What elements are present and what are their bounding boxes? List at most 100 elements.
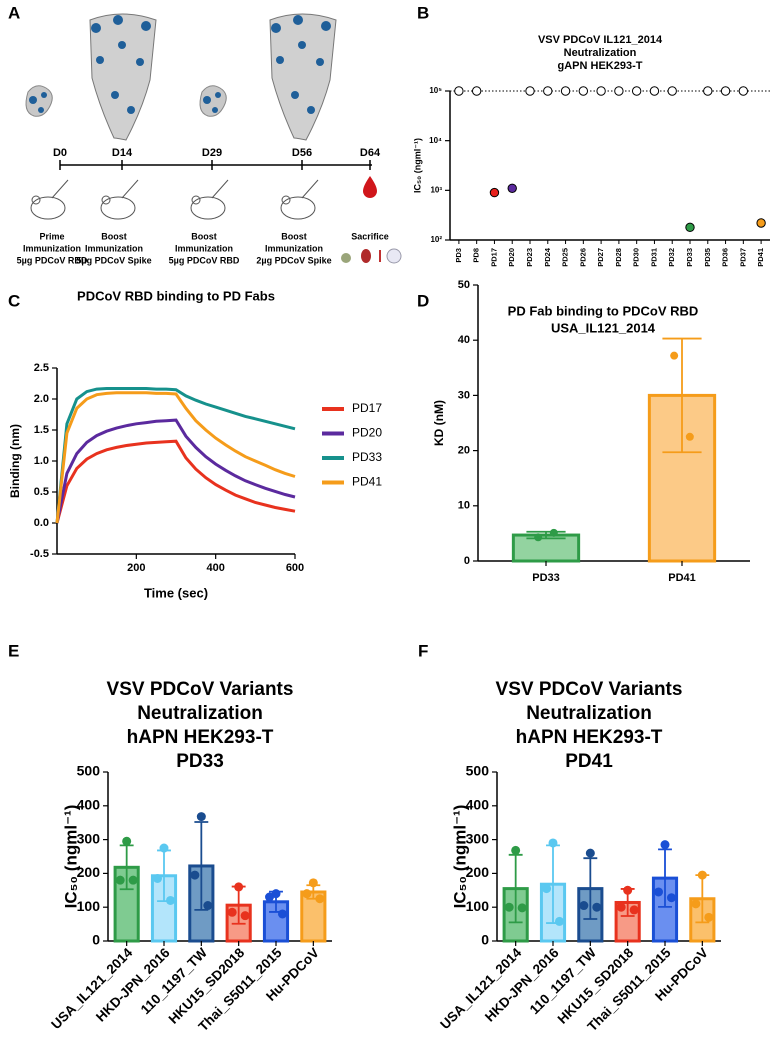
x-tick-label: PD30 xyxy=(632,248,641,267)
replicate-point xyxy=(153,873,163,883)
stage-label: Boost xyxy=(281,231,307,241)
legend-label: PD33 xyxy=(352,450,382,464)
x-tick-label: PD27 xyxy=(596,248,605,267)
x-tick-label: PD41 xyxy=(668,572,696,584)
y-tick-label: 500 xyxy=(77,763,101,779)
chart-title: USA_IL121_2014 xyxy=(551,320,656,335)
binding-curve xyxy=(55,439,296,524)
y-tick-label: 0.0 xyxy=(34,517,49,529)
data-point xyxy=(507,183,517,193)
y-tick-label: 0 xyxy=(481,932,489,948)
data-point xyxy=(614,86,624,96)
replicate-point xyxy=(196,812,206,822)
y-tick-label: 1.0 xyxy=(34,455,49,467)
replicate-point xyxy=(691,899,701,909)
chart-title: PD Fab binding to PDCoV RBD xyxy=(508,303,699,318)
binding-curve xyxy=(55,418,296,524)
chart-title: VSV PDCoV Variants xyxy=(496,679,683,700)
data-point xyxy=(489,187,500,198)
panel-letter: F xyxy=(418,641,428,660)
x-tick-label: PD17 xyxy=(489,248,498,267)
replicate-point xyxy=(704,912,714,922)
day-label: D14 xyxy=(112,147,133,159)
replicate-point xyxy=(234,882,244,892)
y-tick-label: 30 xyxy=(458,389,470,401)
y-tick-label: 40 xyxy=(458,334,470,346)
y-tick-label: 0 xyxy=(92,932,100,948)
replicate-point xyxy=(227,907,237,917)
replicate-point xyxy=(165,895,175,905)
y-tick-label: 0 xyxy=(464,555,470,567)
chart-title: hAPN HEK293-T xyxy=(516,727,663,748)
x-tick-label: PD41 xyxy=(756,248,765,267)
data-point xyxy=(667,86,677,96)
chart-title: PD41 xyxy=(565,751,613,772)
replicate-point xyxy=(616,902,626,912)
replicate-point xyxy=(190,870,200,880)
chart-title: hAPN HEK293-T xyxy=(127,727,274,748)
data-point xyxy=(738,86,749,96)
x-tick-label: PD20 xyxy=(507,248,516,267)
data-point xyxy=(454,86,464,96)
chart-title: VSV PDCoV Variants xyxy=(107,679,294,700)
y-tick-label: 300 xyxy=(77,830,101,846)
x-tick-label: PD8 xyxy=(472,248,481,263)
y-tick-label: -0.5 xyxy=(30,548,49,560)
x-tick-label: PD3 xyxy=(454,248,463,263)
spike-illustration xyxy=(89,13,337,141)
y-tick-label: 50 xyxy=(458,279,470,291)
y-tick-label: 10² xyxy=(430,235,442,244)
mouse-icons xyxy=(30,179,319,220)
data-point xyxy=(596,86,606,96)
data-point xyxy=(756,218,766,228)
blood-drop xyxy=(363,176,377,198)
data-point xyxy=(560,86,571,96)
binding-curve xyxy=(55,387,296,524)
replicate-point xyxy=(666,893,676,903)
replicate-point xyxy=(654,887,664,897)
replicate-point xyxy=(308,878,318,888)
panel-letter: A xyxy=(8,3,20,22)
replicate-point xyxy=(504,902,514,912)
replicate-point xyxy=(585,848,595,858)
binding-curve xyxy=(55,391,296,524)
replicate-point xyxy=(629,905,639,915)
replicate-point xyxy=(549,528,558,537)
x-tick-label: PD24 xyxy=(543,247,552,267)
stage-label: Immunization xyxy=(85,243,143,253)
day-label: D56 xyxy=(292,147,312,159)
x-tick-label: PD36 xyxy=(721,248,730,267)
replicate-point xyxy=(554,916,564,926)
x-tick-label: PD37 xyxy=(738,248,747,267)
chart-title: PD33 xyxy=(176,751,224,772)
chart-title: Neutralization xyxy=(526,703,652,724)
replicate-point xyxy=(302,889,312,899)
y-tick-label: 100 xyxy=(77,898,101,914)
replicate-point xyxy=(122,836,132,846)
stage-label: 5µg PDCoV Spike xyxy=(76,255,151,265)
error-bar xyxy=(658,848,672,908)
x-axis-label: Time (sec) xyxy=(144,585,208,600)
replicate-point xyxy=(542,884,552,894)
stage-label: 2µg PDCoV Spike xyxy=(256,255,331,265)
replicate-point xyxy=(660,840,670,850)
chart-title: Neutralization xyxy=(564,47,637,59)
stage-label: Immunization xyxy=(175,243,233,253)
stage-label: 5µg PDCoV RBD xyxy=(17,255,88,265)
replicate-point xyxy=(548,838,558,848)
stage-label: Immunization xyxy=(265,243,323,253)
replicate-point xyxy=(685,432,694,441)
legend-label: PD17 xyxy=(352,401,382,415)
y-tick-label: 2.0 xyxy=(34,393,49,405)
stage-label: Boost xyxy=(101,231,127,241)
x-tick-label: PD23 xyxy=(525,248,534,267)
data-point xyxy=(703,86,713,96)
y-tick-label: 10 xyxy=(458,500,470,512)
data-point xyxy=(525,86,535,96)
replicate-point xyxy=(277,909,287,919)
replicate-point xyxy=(128,875,138,885)
x-tick-label: PD31 xyxy=(649,248,658,267)
y-tick-label: 400 xyxy=(466,797,490,813)
x-tick-label: 110_1197_TW xyxy=(138,945,210,1017)
legend-label: PD41 xyxy=(352,475,382,489)
